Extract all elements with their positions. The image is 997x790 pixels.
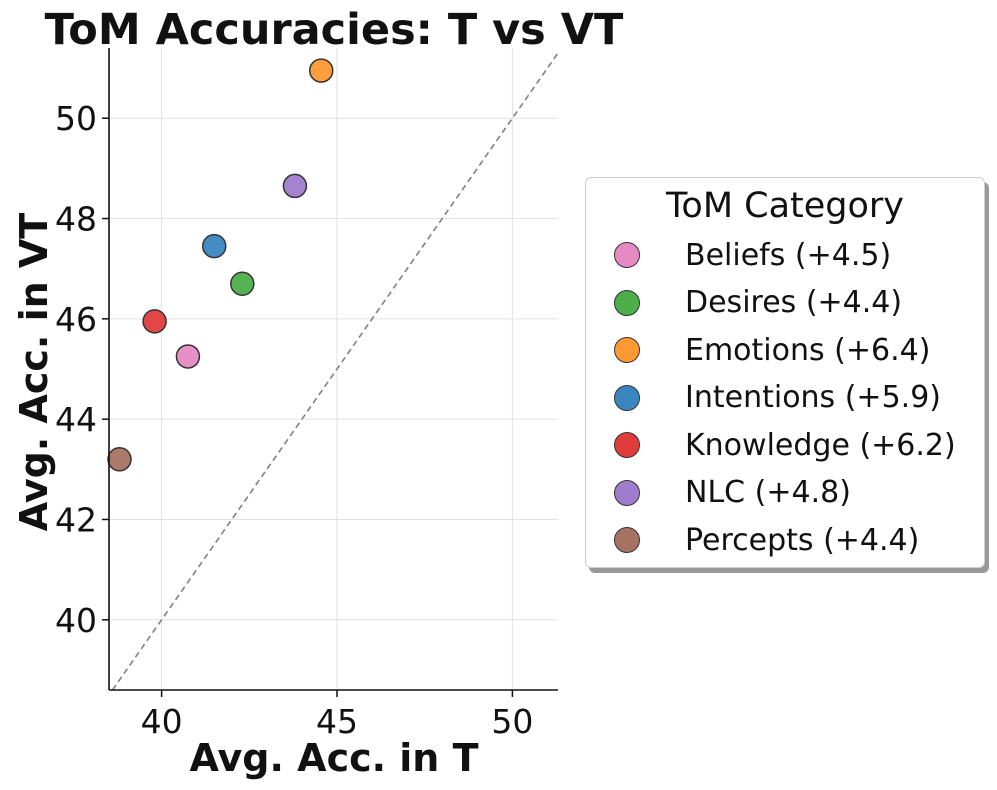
legend-label: Intentions (+5.9) xyxy=(685,380,941,415)
y-tick-label: 46 xyxy=(55,300,97,339)
diagonal-reference-line xyxy=(111,52,559,691)
legend-marker xyxy=(614,337,640,363)
legend-item-desires: Desires (+4.4) xyxy=(614,283,902,323)
legend-label: NLC (+4.8) xyxy=(685,475,851,510)
point-intentions xyxy=(201,233,227,259)
data-points xyxy=(107,58,334,472)
point-emotions xyxy=(308,58,334,83)
point-nlc xyxy=(282,173,308,199)
legend-label: Emotions (+6.4) xyxy=(685,332,931,368)
x-tick-label: 50 xyxy=(491,702,533,741)
legend-marker xyxy=(614,432,640,458)
axis-ticks: 40 45 50 40 42 44 46 48 50 xyxy=(55,99,533,741)
legend-label: Knowledge (+6.2) xyxy=(685,427,956,463)
y-tick-label: 48 xyxy=(55,200,97,239)
grid-lines xyxy=(109,48,558,690)
legend-marker xyxy=(614,527,640,553)
legend-marker xyxy=(614,479,640,506)
point-percepts xyxy=(107,447,132,472)
legend: ToM Category Beliefs (+4.5) Desires (+4.4… xyxy=(585,177,985,568)
y-tick-label: 42 xyxy=(55,500,97,539)
y-tick-label: 44 xyxy=(55,400,97,439)
point-beliefs xyxy=(175,344,201,369)
legend-item-intentions: Intentions (+5.9) xyxy=(614,378,941,418)
x-tick-label: 40 xyxy=(141,702,183,741)
x-axis-label: Avg. Acc. in T xyxy=(189,736,478,780)
legend-marker xyxy=(614,289,640,316)
legend-marker xyxy=(614,242,640,268)
legend-marker xyxy=(614,384,640,411)
point-desires xyxy=(230,271,255,296)
legend-item-nlc: NLC (+4.8) xyxy=(614,473,851,513)
legend-item-percepts: Percepts (+4.4) xyxy=(614,520,919,560)
y-tick-label: 40 xyxy=(55,601,97,640)
x-tick-label: 45 xyxy=(316,702,358,741)
legend-label: Beliefs (+4.5) xyxy=(685,237,892,273)
y-axis-label: Avg. Acc. in VT xyxy=(12,213,56,532)
chart-title: ToM Accuracies: T vs VT xyxy=(45,5,624,55)
legend-item-emotions: Emotions (+6.4) xyxy=(614,330,930,370)
y-tick-label: 50 xyxy=(55,99,97,138)
point-knowledge xyxy=(142,309,167,334)
legend-title: ToM Category xyxy=(665,186,905,226)
legend-label: Desires (+4.4) xyxy=(685,285,903,320)
legend-label: Percepts (+4.4) xyxy=(685,522,920,558)
legend-item-beliefs: Beliefs (+4.5) xyxy=(614,235,891,275)
legend-item-knowledge: Knowledge (+6.2) xyxy=(614,425,956,465)
